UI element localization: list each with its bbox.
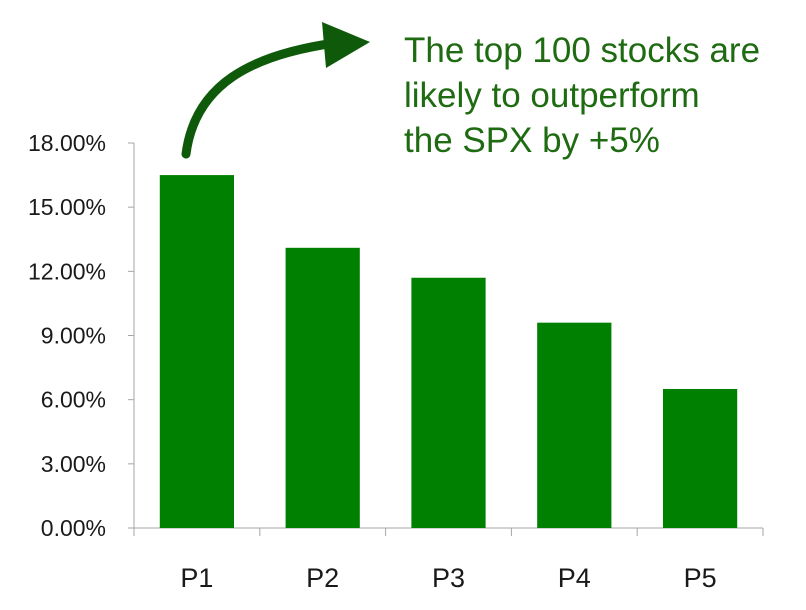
x-tick-label: P2	[306, 563, 339, 593]
arrow-head-icon	[322, 22, 370, 68]
bar-p3	[411, 277, 486, 528]
x-axis: P1 P2 P3 P4 P5	[133, 527, 764, 593]
curved-arrow-icon	[181, 38, 340, 159]
bar-series	[159, 175, 738, 529]
y-tick-label: 15.00%	[28, 194, 106, 220]
y-tick-label: 6.00%	[41, 387, 106, 413]
y-tick-label: 9.00%	[41, 323, 106, 349]
annotation-line-3: the SPX by +5%	[404, 121, 660, 160]
x-tick-label: P3	[432, 563, 465, 593]
annotation-line-2: likely to outperform	[404, 76, 700, 115]
y-tick-label: 12.00%	[28, 258, 106, 284]
bar-p1	[159, 175, 235, 529]
bar-p4	[537, 322, 612, 528]
y-tick-label: 0.00%	[41, 515, 106, 541]
y-tick-label: 3.00%	[41, 451, 106, 477]
annotation-line-1: The top 100 stocks are	[404, 31, 761, 70]
x-tick-label: P4	[558, 563, 591, 593]
x-tick-label: P1	[180, 563, 213, 593]
annotation-text: The top 100 stocks are likely to outperf…	[404, 28, 799, 163]
y-tick-label: 18.00%	[28, 130, 106, 156]
bar-p5	[662, 388, 738, 528]
y-axis: 0.00% 3.00% 6.00% 9.00% 12.00% 15.00% 18.00%	[28, 130, 135, 541]
bar-p2	[285, 247, 360, 529]
x-tick-label: P5	[684, 563, 717, 593]
